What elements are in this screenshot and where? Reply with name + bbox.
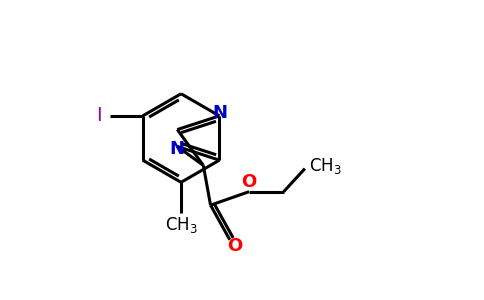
Text: O: O: [227, 237, 242, 255]
Text: N: N: [212, 104, 227, 122]
Text: CH$_3$: CH$_3$: [165, 215, 197, 235]
Text: O: O: [242, 173, 257, 191]
Text: CH$_3$: CH$_3$: [308, 155, 341, 176]
Text: I: I: [96, 106, 102, 125]
Text: N: N: [170, 140, 185, 158]
